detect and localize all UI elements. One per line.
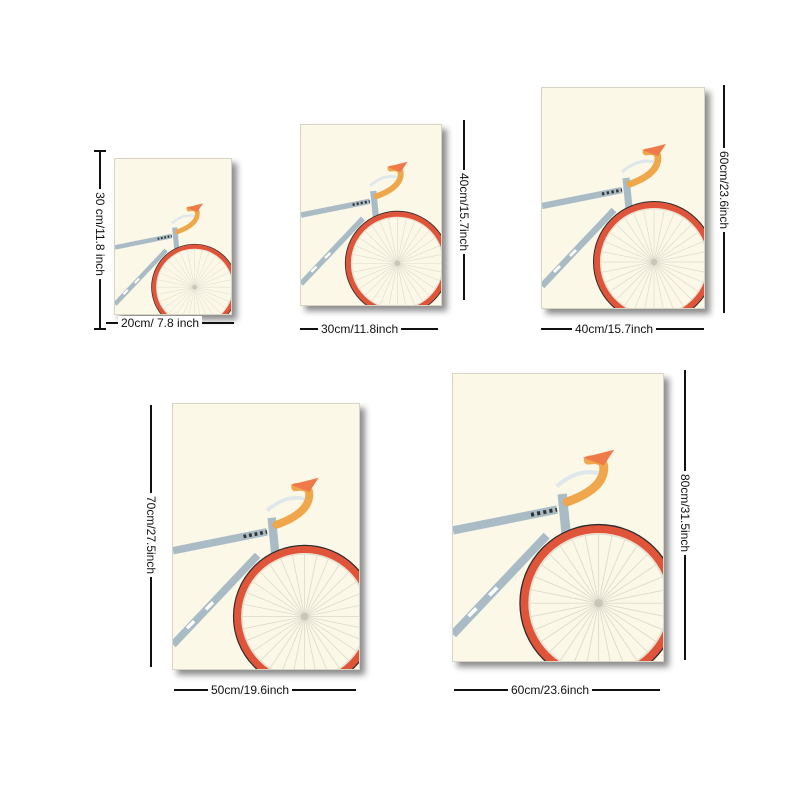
poster-50x70 [172,403,360,670]
bicycle-artwork [453,374,663,661]
poster-30x40 [300,124,442,306]
poster-height-label: 30 cm/11.8 inch [93,189,107,279]
poster-height-label: 60cm/23.6inch [717,147,731,233]
bicycle-artwork [115,159,231,314]
bicycle-artwork [173,404,359,669]
poster-width-label: 30cm/11.8inch [318,322,402,336]
poster-width-label: 60cm/23.6inch [508,683,593,697]
poster-width-label: 20cm/ 7.8 inch [118,316,203,330]
bicycle-artwork [301,125,441,305]
poster-height-label: 40cm/15.7inch [457,169,471,255]
poster-height-label: 70cm/27.5inch [144,492,158,578]
dimension-line [94,150,106,152]
poster-60x80 [452,373,664,662]
dimension-line [94,328,106,330]
poster-width-label: 40cm/15.7inch [572,322,657,336]
poster-height-label: 80cm/31.5inch [678,470,692,556]
bicycle-artwork [542,88,704,308]
poster-width-label: 50cm/19.6inch [208,683,293,697]
poster-20x30 [114,158,232,315]
poster-40x60 [541,87,705,309]
